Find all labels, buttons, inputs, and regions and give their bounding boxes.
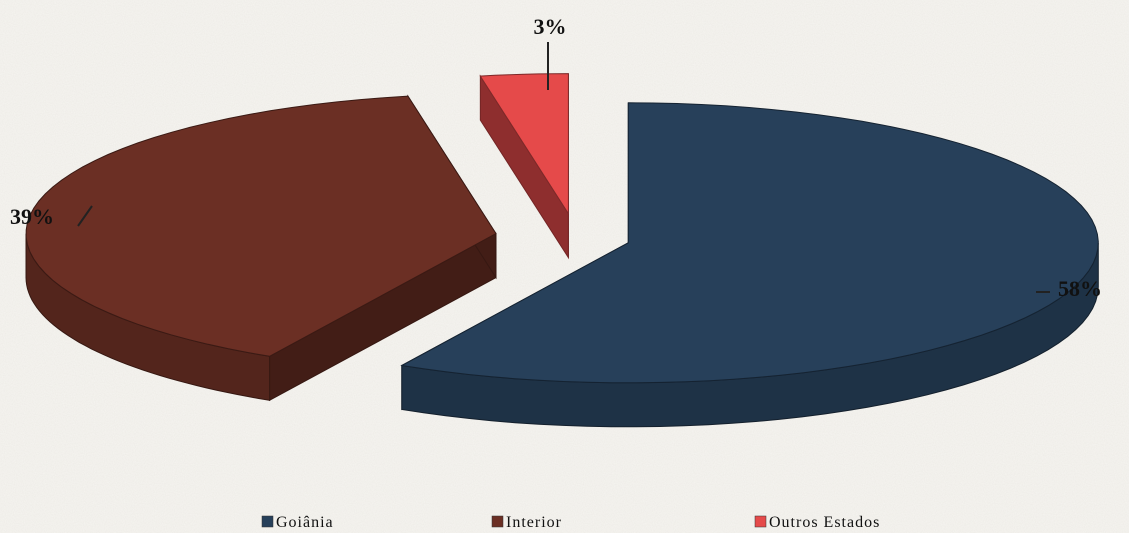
leader-line-interior [77,205,93,227]
data-label-goiânia: 58% [1058,276,1102,301]
legend-swatch [261,515,274,528]
slice-interior [25,94,497,402]
data-label-interior: 39% [10,204,54,229]
data-label-outros-estados: 3% [534,14,567,39]
slice-outros-estados [479,73,569,260]
legend-item-interior: Interior [491,514,562,531]
legend-label: Goiânia [276,514,334,531]
legend-swatch [754,515,767,528]
legend-item-goiânia: Goiânia [261,514,334,531]
slice-goiânia [400,102,1099,428]
legend-label: Outros Estados [769,514,880,531]
legend-swatch [491,515,504,528]
legend-item-outros-estados: Outros Estados [754,514,880,531]
legend: Goiânia Interior Outros Estados [261,514,880,531]
legend-label: Interior [506,514,562,531]
